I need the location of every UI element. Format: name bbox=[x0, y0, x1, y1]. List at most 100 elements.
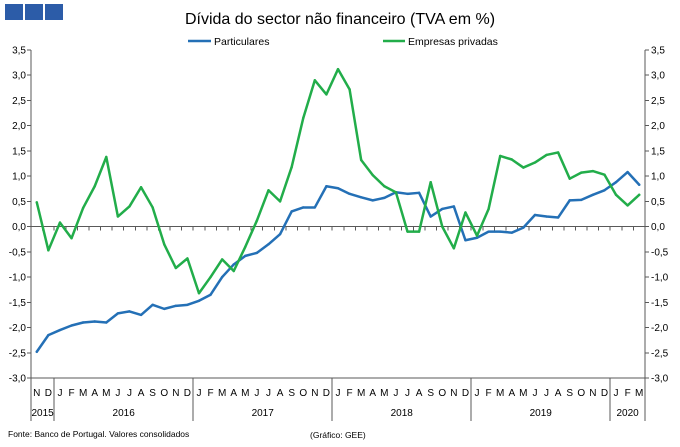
x-tick-label: M bbox=[102, 388, 110, 399]
year-label: 2015 bbox=[31, 408, 54, 419]
x-tick-label: N bbox=[589, 388, 596, 399]
x-tick-label: J bbox=[127, 388, 132, 399]
data-point-particulares bbox=[93, 320, 96, 323]
x-tick-label: A bbox=[230, 388, 237, 399]
y-tick-label-left: 1,5 bbox=[12, 146, 26, 157]
y-tick-label-left: 0,0 bbox=[12, 222, 26, 233]
x-tick-label: N bbox=[172, 388, 179, 399]
y-tick-label-left: 1,0 bbox=[12, 172, 26, 183]
data-point-empresas-privadas bbox=[116, 215, 120, 218]
data-point-empresas-privadas bbox=[568, 177, 571, 180]
data-point-empresas-privadas bbox=[174, 266, 178, 270]
data-point-empresas-privadas bbox=[255, 219, 259, 222]
y-tick-label-right: 0,0 bbox=[651, 222, 665, 233]
y-tick-label-left: -2,0 bbox=[9, 323, 27, 334]
data-point-particulares bbox=[244, 254, 247, 258]
data-point-empresas-privadas bbox=[626, 204, 629, 207]
data-point-empresas-privadas bbox=[209, 275, 212, 279]
data-point-empresas-privadas bbox=[313, 79, 317, 82]
y-tick-label-right: 1,0 bbox=[651, 172, 665, 183]
series-line-empresas-privadas bbox=[35, 67, 641, 295]
x-tick-label: N bbox=[33, 388, 40, 399]
data-point-empresas-privadas bbox=[394, 191, 398, 194]
year-label: 2018 bbox=[391, 408, 414, 419]
y-tick-label-right: 1,5 bbox=[651, 146, 665, 157]
x-tick-label: M bbox=[357, 388, 365, 399]
data-point-particulares bbox=[151, 303, 154, 307]
data-point-particulares bbox=[359, 196, 363, 199]
data-point-empresas-privadas bbox=[383, 185, 386, 188]
data-point-empresas-privadas bbox=[429, 181, 432, 184]
data-point-empresas-privadas bbox=[128, 205, 131, 208]
x-tick-label: A bbox=[277, 388, 284, 399]
data-point-empresas-privadas bbox=[359, 158, 363, 162]
data-point-particulares bbox=[406, 192, 409, 196]
y-tick-label-right: 3,0 bbox=[651, 71, 665, 82]
y-tick-label-right: -2,5 bbox=[651, 348, 669, 359]
year-label: 2020 bbox=[616, 408, 639, 419]
y-tick-label-left: 0,5 bbox=[12, 197, 26, 208]
y-tick-label-left: 3,5 bbox=[12, 46, 26, 57]
x-tick-label: J bbox=[475, 388, 480, 399]
x-tick-label: A bbox=[369, 388, 376, 399]
data-point-empresas-privadas bbox=[580, 171, 583, 174]
data-point-particulares bbox=[302, 206, 305, 209]
data-point-particulares bbox=[522, 226, 525, 229]
data-point-particulares bbox=[638, 183, 641, 186]
data-point-empresas-privadas bbox=[93, 185, 96, 188]
data-point-empresas-privadas bbox=[510, 158, 513, 161]
x-tick-label: J bbox=[393, 388, 398, 399]
data-point-particulares bbox=[267, 243, 270, 246]
data-point-empresas-privadas bbox=[267, 189, 270, 192]
x-tick-label: O bbox=[438, 388, 446, 399]
data-point-particulares bbox=[116, 312, 120, 315]
data-point-empresas-privadas bbox=[498, 154, 502, 158]
x-tick-label: J bbox=[266, 388, 271, 399]
data-point-empresas-privadas bbox=[522, 166, 525, 169]
x-tick-label: M bbox=[380, 388, 388, 399]
data-point-particulares bbox=[174, 304, 178, 308]
data-point-empresas-privadas bbox=[70, 237, 73, 240]
y-tick-label-left: -0,5 bbox=[9, 247, 27, 258]
y-tick-label-left: 3,0 bbox=[12, 71, 26, 82]
y-tick-label-left: -1,5 bbox=[9, 298, 27, 309]
source-note: Fonte: Banco de Portugal. Valores consol… bbox=[8, 429, 189, 439]
data-point-empresas-privadas bbox=[151, 206, 154, 209]
y-tick-label-left: -1,0 bbox=[9, 273, 27, 284]
y-tick-label-left: -3,0 bbox=[9, 374, 27, 385]
data-point-empresas-privadas bbox=[452, 247, 456, 250]
y-axis-right: 3,5 3,0 2,5 2,0 1,5 1,0 0,5 0,0 -0,5 -1,0 -1,5 -2,0… bbox=[645, 46, 669, 385]
x-tick-label: M bbox=[79, 388, 87, 399]
data-point-empresas-privadas bbox=[487, 207, 490, 211]
x-tick-label: F bbox=[486, 388, 492, 399]
x-tick-label: J bbox=[57, 388, 62, 399]
data-point-empresas-privadas bbox=[545, 153, 548, 157]
x-tick-label: A bbox=[138, 388, 145, 399]
data-point-particulares bbox=[510, 231, 513, 234]
data-point-empresas-privadas bbox=[371, 173, 374, 177]
data-point-empresas-privadas bbox=[105, 155, 108, 159]
data-point-particulares bbox=[35, 350, 38, 353]
x-tick-label: F bbox=[68, 388, 74, 399]
data-point-particulares bbox=[429, 215, 432, 218]
y-tick-label-right: -3,0 bbox=[651, 374, 669, 385]
x-tick-label: D bbox=[45, 388, 52, 399]
x-tick-label: D bbox=[601, 388, 608, 399]
x-tick-label: O bbox=[577, 388, 585, 399]
legend: Particulares Empresas privadas bbox=[188, 36, 498, 48]
data-point-particulares bbox=[348, 192, 351, 196]
x-tick-label: A bbox=[508, 388, 515, 399]
y-tick-label-right: 2,5 bbox=[651, 96, 665, 107]
data-point-particulares bbox=[336, 187, 340, 190]
data-point-particulares bbox=[626, 170, 629, 174]
data-point-particulares bbox=[580, 198, 583, 202]
data-point-particulares bbox=[58, 328, 62, 332]
data-point-empresas-privadas bbox=[58, 221, 62, 224]
y-tick-label-right: 3,5 bbox=[651, 46, 665, 57]
year-label: 2016 bbox=[113, 408, 136, 419]
data-point-empresas-privadas bbox=[533, 161, 537, 164]
data-point-empresas-privadas bbox=[441, 225, 444, 228]
data-point-particulares bbox=[139, 313, 143, 317]
x-tick-label: D bbox=[184, 388, 191, 399]
x-tick-label: F bbox=[208, 388, 214, 399]
